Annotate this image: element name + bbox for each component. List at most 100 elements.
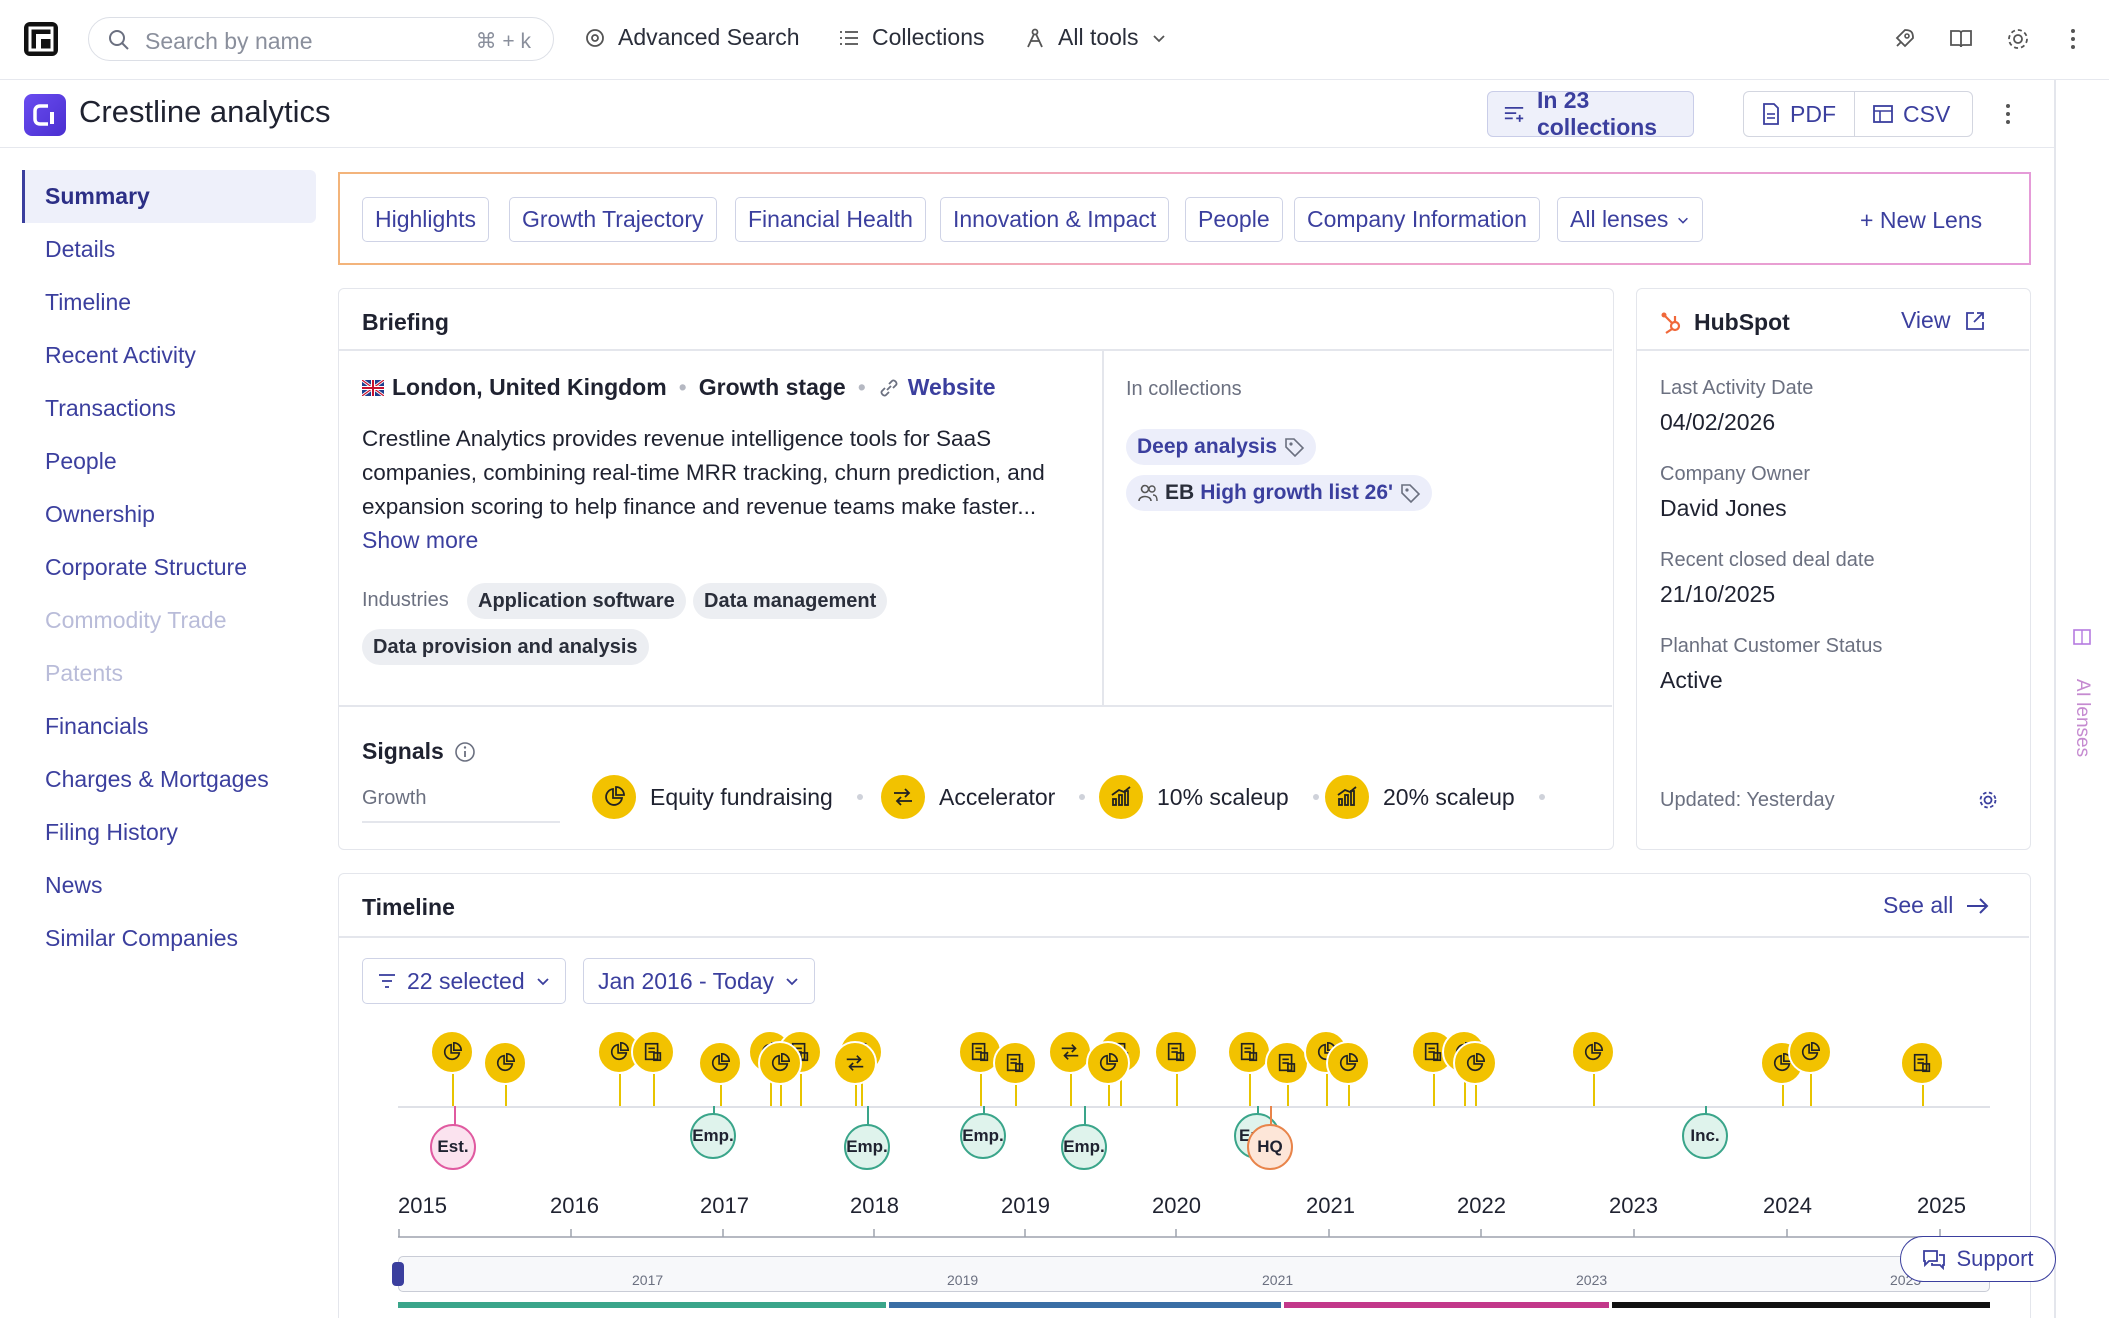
see-all-label: See all [1883, 892, 1954, 918]
search-placeholder: Search by name [145, 28, 313, 54]
book-icon[interactable] [1948, 26, 1974, 52]
sidebar-item-ownership[interactable]: Ownership [45, 501, 155, 527]
all-tools-menu[interactable]: All tools [1024, 24, 1167, 51]
rocket-icon[interactable] [1891, 26, 1917, 52]
timeline-event-arrows-icon[interactable] [1048, 1030, 1092, 1074]
sidebar-item-filing-history[interactable]: Filing History [45, 819, 178, 845]
csv-button[interactable]: CSV [1854, 92, 1968, 136]
signal-item[interactable]: Accelerator [881, 772, 1086, 822]
event-filter-dropdown[interactable]: 22 selected [362, 958, 566, 1004]
timeline-marker-employees[interactable]: Emp. [690, 1113, 736, 1159]
collection-tag[interactable]: Deep analysis [1126, 429, 1317, 465]
year-label: 2016 [550, 1193, 599, 1218]
ai-lenses-tab[interactable]: AI lenses [2064, 620, 2100, 770]
lens-tab-financial-health[interactable]: Financial Health [735, 197, 926, 242]
event-stem [1475, 1085, 1477, 1106]
industry-chip[interactable]: Application software [467, 583, 686, 619]
sidebar-item-details[interactable]: Details [45, 236, 116, 262]
lens-tab-people[interactable]: People [1185, 197, 1283, 242]
timeline-event-pie-chart-icon[interactable] [758, 1041, 802, 1085]
range-brush[interactable] [398, 1256, 1990, 1292]
see-all-link[interactable]: See all [1883, 892, 1989, 919]
export-button-group: PDF CSV [1743, 91, 1973, 137]
lens-tab-innovation-impact[interactable]: Innovation & Impact [940, 197, 1170, 242]
pdf-button[interactable]: PDF [1744, 92, 1854, 136]
timeline-event-pie-chart-icon[interactable] [430, 1030, 474, 1074]
timeline-event-pie-chart-icon[interactable] [1788, 1030, 1832, 1074]
timeline-event-document-icon[interactable] [1265, 1041, 1309, 1085]
date-range-dropdown[interactable]: Jan 2016 - Today [583, 958, 816, 1004]
show-more-link[interactable]: Show more [362, 527, 479, 553]
collection-tag[interactable]: EB High growth list 26' [1126, 475, 1433, 511]
timeline-marker-incorporated[interactable]: Inc. [1682, 1113, 1728, 1159]
timeline-event-pie-chart-icon[interactable] [1571, 1030, 1615, 1074]
new-lens-button[interactable]: + New Lens [1860, 207, 1982, 234]
timeline-event-document-icon[interactable] [631, 1030, 675, 1074]
bar-chart-icon [1325, 775, 1369, 819]
hubspot-view-link[interactable]: View [1901, 307, 1986, 334]
timeline-marker-headquarters[interactable]: HQ [1247, 1124, 1293, 1170]
timeline-event-document-icon[interactable] [1900, 1041, 1944, 1085]
plus-icon: + [1860, 207, 1880, 233]
timeline-event-pie-chart-icon[interactable] [483, 1041, 527, 1085]
timeline-event-pie-chart-icon[interactable] [698, 1041, 742, 1085]
timeline-marker-established[interactable]: Est. [430, 1124, 476, 1170]
sidebar-item-people[interactable]: People [45, 448, 117, 474]
ai-lenses-label: AI lenses [2072, 678, 2093, 758]
info-icon[interactable] [454, 741, 476, 763]
sidebar-item-charges-mortgages[interactable]: Charges & Mortgages [45, 766, 269, 792]
period-bar [889, 1302, 1281, 1308]
collections-link[interactable]: Collections [838, 24, 985, 51]
timeline-marker-employees[interactable]: Emp. [844, 1124, 890, 1170]
search-input[interactable]: Search by name ⌘ + k [88, 17, 554, 61]
signal-item[interactable]: 10% scaleup [1099, 772, 1319, 822]
more-vertical-icon[interactable] [1995, 101, 2021, 127]
event-stem [1464, 1074, 1466, 1106]
sidebar-item-similar-companies[interactable]: Similar Companies [45, 925, 239, 951]
more-vertical-icon[interactable] [2060, 26, 2086, 52]
industry-chip[interactable]: Data management [693, 583, 888, 619]
app-logo[interactable] [24, 22, 58, 56]
period-bar [1284, 1302, 1609, 1308]
timeline-event-document-icon[interactable] [993, 1041, 1037, 1085]
signal-item[interactable]: 20% scaleup [1325, 772, 1545, 822]
signal-item[interactable]: Equity fundraising [592, 772, 863, 822]
timeline-event-document-icon[interactable] [1154, 1030, 1198, 1074]
event-stem [720, 1085, 722, 1106]
event-stem [780, 1085, 782, 1106]
lens-tab-growth-trajectory[interactable]: Growth Trajectory [509, 197, 717, 242]
all-tools-label: All tools [1058, 24, 1139, 50]
sidebar-item-transactions[interactable]: Transactions [45, 395, 176, 421]
timeline-event-pie-chart-icon[interactable] [597, 1030, 641, 1074]
support-button[interactable]: Support [1900, 1236, 2056, 1282]
range-handle-left[interactable] [392, 1262, 404, 1286]
year-label: 2025 [1917, 1193, 1966, 1218]
gear-icon[interactable] [1977, 789, 1999, 811]
website-link[interactable]: Website [907, 374, 996, 400]
industry-chip[interactable]: Data provision and analysis [362, 629, 649, 665]
gear-icon[interactable] [2005, 26, 2031, 52]
separator-dot [1538, 794, 1545, 800]
timeline-event-pie-chart-icon[interactable] [1326, 1041, 1370, 1085]
sidebar-item-recent-activity[interactable]: Recent Activity [45, 342, 196, 368]
sidebar-item-news[interactable]: News [45, 872, 103, 898]
location-text: London, United Kingdom [392, 374, 667, 400]
all-lenses-dropdown[interactable]: All lenses [1557, 197, 1704, 242]
sidebar-item-corporate-structure[interactable]: Corporate Structure [45, 554, 247, 580]
sidebar-item-financials[interactable]: Financials [45, 713, 149, 739]
timeline-marker-employees[interactable]: Emp. [1061, 1124, 1107, 1170]
timeline-event-pie-chart-icon[interactable] [1086, 1041, 1130, 1085]
timeline-marker-employees[interactable]: Emp. [960, 1113, 1006, 1159]
sidebar-item-timeline[interactable]: Timeline [45, 289, 132, 315]
lens-tab-highlights[interactable]: Highlights [362, 197, 489, 242]
lens-tab-company-information[interactable]: Company Information [1294, 197, 1540, 242]
timeline-event-pie-chart-icon[interactable] [1453, 1041, 1497, 1085]
mini-year-label: 2019 [947, 1272, 979, 1288]
year-label: 2024 [1763, 1193, 1812, 1218]
sidebar-item-summary[interactable]: Summary [22, 170, 316, 223]
in-collections-button[interactable]: In 23 collections [1487, 87, 1694, 140]
timeline-event-document-icon[interactable] [1227, 1030, 1271, 1074]
advanced-search-link[interactable]: Advanced Search [584, 24, 800, 51]
timeline-event-arrows-icon[interactable] [833, 1041, 877, 1085]
field-value: Active [1660, 667, 1723, 693]
